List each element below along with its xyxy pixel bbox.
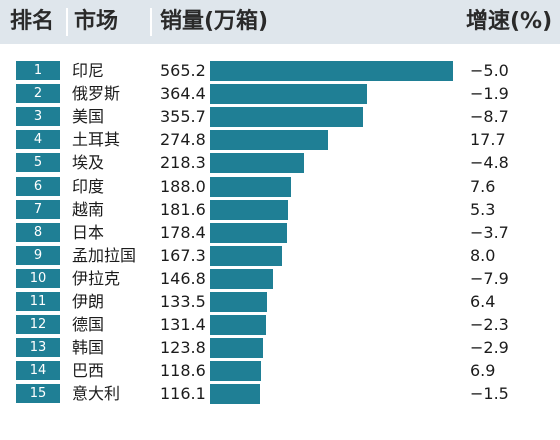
rank-badge: 5 (16, 153, 60, 173)
market-label: 孟加拉国 (72, 245, 137, 265)
growth-value-label: −1.9 (470, 84, 509, 104)
sales-value-label: 131.4 (160, 315, 206, 335)
sales-value-label: 178.4 (160, 222, 206, 242)
rank-badge: 14 (16, 361, 60, 381)
header-divider (66, 8, 68, 36)
growth-value-label: −8.7 (470, 107, 509, 127)
rank-badge: 7 (16, 199, 60, 219)
rank-badge: 9 (16, 245, 60, 265)
sales-value-label: 565.2 (160, 61, 206, 80)
rank-badge: 10 (16, 268, 60, 288)
sales-bar (210, 315, 267, 336)
market-label: 伊朗 (72, 292, 105, 311)
growth-value-label: 17.7 (470, 130, 506, 150)
sales-value-label: 116.1 (160, 384, 206, 404)
growth-value-label: 6.9 (470, 361, 496, 381)
rank-header: 排名 (10, 9, 55, 34)
sales-bar (210, 153, 304, 174)
sales-value-label: 274.8 (160, 130, 206, 150)
rank-badge: 13 (16, 338, 60, 358)
growth-value-label: −2.9 (470, 338, 509, 358)
sales-bar (210, 384, 260, 405)
sales-value-label: 355.7 (160, 107, 206, 127)
growth-value-label: −2.3 (470, 315, 509, 335)
market-label: 埃及 (72, 153, 105, 173)
growth-value-label: 8.0 (470, 245, 496, 265)
rank-badge: 15 (16, 384, 60, 404)
growth-value-label: 5.3 (470, 199, 496, 219)
header-divider (150, 8, 152, 36)
market-label: 美国 (72, 107, 105, 127)
market-header: 市场 (74, 9, 119, 34)
sales-value-label: 364.4 (160, 84, 206, 104)
sales-bar (210, 176, 291, 197)
rank-badge: 6 (16, 176, 60, 196)
market-label: 日本 (72, 222, 105, 242)
market-label: 土耳其 (72, 130, 121, 150)
sales-bar (210, 84, 367, 105)
growth-value-label: −1.5 (470, 384, 509, 404)
rank-badge: 1 (16, 61, 60, 80)
sales-bar (210, 338, 264, 359)
market-label: 俄罗斯 (72, 84, 121, 104)
sales-value-label: 146.8 (160, 268, 206, 288)
table-header: 排名 市场 销量(万箱) 增速(%) (0, 0, 560, 44)
sales-header: 销量(万箱) (160, 9, 269, 34)
sales-value-label: 188.0 (160, 176, 206, 196)
growth-value-label: −7.9 (470, 268, 509, 288)
sales-value-label: 181.6 (160, 199, 206, 219)
sales-value-label: 123.8 (160, 338, 206, 358)
growth-value-label: −4.8 (470, 153, 509, 173)
sales-value-label: 167.3 (160, 245, 206, 265)
sales-bar (210, 268, 274, 289)
sales-bar (210, 245, 282, 266)
market-label: 印度 (72, 176, 105, 196)
sales-bar (210, 199, 289, 220)
rank-badge: 4 (16, 130, 60, 150)
sales-bar (210, 61, 453, 81)
growth-value-label: −3.7 (470, 222, 509, 242)
sales-bar (210, 130, 329, 151)
market-label: 越南 (72, 199, 105, 219)
market-label: 德国 (72, 315, 105, 335)
market-label: 巴西 (72, 361, 105, 381)
sales-bar (210, 107, 363, 128)
market-label: 伊拉克 (72, 268, 121, 288)
growth-value-label: −5.0 (470, 61, 509, 80)
market-label: 意大利 (72, 384, 121, 404)
rank-badge: 11 (16, 292, 60, 311)
rank-badge: 8 (16, 222, 60, 242)
sales-bar (210, 361, 261, 382)
sales-value-label: 133.5 (160, 292, 206, 311)
rank-badge: 3 (16, 107, 60, 127)
sales-value-label: 118.6 (160, 361, 206, 381)
growth-value-label: 7.6 (470, 176, 496, 196)
rank-badge: 12 (16, 315, 60, 335)
rank-badge: 2 (16, 84, 60, 104)
market-label: 印尼 (72, 61, 105, 80)
growth-header: 增速(%) (466, 9, 553, 34)
sales-bar (210, 222, 287, 243)
market-label: 韩国 (72, 338, 105, 358)
growth-value-label: 6.4 (470, 292, 496, 311)
sales-value-label: 218.3 (160, 153, 206, 173)
sales-bar (210, 292, 268, 312)
